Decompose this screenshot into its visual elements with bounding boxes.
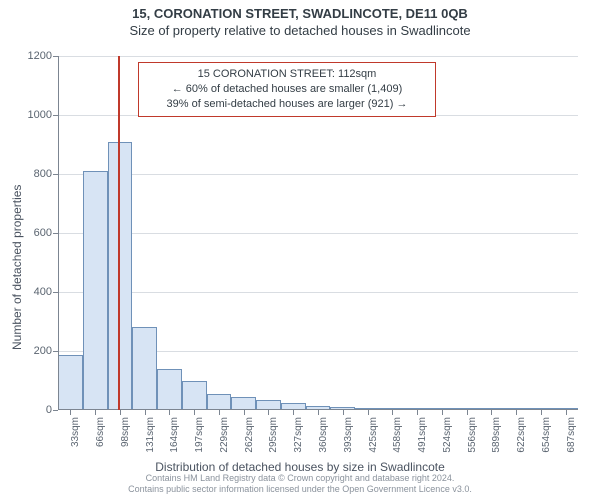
histogram-chart: 02004006008001000120033sqm66sqm98sqm131s… (58, 56, 578, 410)
x-tick (417, 410, 418, 415)
y-axis-line (58, 56, 59, 410)
annotation-line: 15 CORONATION STREET: 112sqm (147, 67, 427, 82)
y-tick-label: 600 (12, 227, 52, 239)
histogram-bar (157, 369, 182, 410)
y-tick-label: 0 (12, 404, 52, 416)
x-tick (169, 410, 170, 415)
page-subtitle: Size of property relative to detached ho… (0, 21, 600, 38)
gridline (58, 56, 578, 57)
footer-line-2: Contains public sector information licen… (0, 484, 600, 496)
x-tick (392, 410, 393, 415)
x-tick (491, 410, 492, 415)
gridline (58, 292, 578, 293)
page-title: 15, CORONATION STREET, SWADLINCOTE, DE11… (0, 0, 600, 21)
annotation-box: 15 CORONATION STREET: 112sqm← 60% of det… (138, 62, 436, 117)
x-tick (318, 410, 319, 415)
histogram-bar (207, 394, 232, 410)
histogram-bar (231, 397, 256, 410)
x-tick (343, 410, 344, 415)
histogram-bar (58, 355, 83, 410)
histogram-bar (182, 381, 207, 411)
x-tick (120, 410, 121, 415)
x-tick (541, 410, 542, 415)
y-tick-label: 1200 (12, 50, 52, 62)
x-tick (566, 410, 567, 415)
histogram-bar (132, 327, 157, 410)
annotation-line: ← 60% of detached houses are smaller (1,… (147, 82, 427, 97)
x-tick (95, 410, 96, 415)
footer-attribution: Contains HM Land Registry data © Crown c… (0, 473, 600, 496)
x-tick (194, 410, 195, 415)
gridline (58, 233, 578, 234)
marker-line (118, 56, 120, 410)
x-tick (219, 410, 220, 415)
y-tick (53, 410, 58, 411)
y-tick-label: 400 (12, 286, 52, 298)
gridline (58, 174, 578, 175)
annotation-line: 39% of semi-detached houses are larger (… (147, 97, 427, 112)
x-tick (516, 410, 517, 415)
x-tick (70, 410, 71, 415)
footer-line-1: Contains HM Land Registry data © Crown c… (0, 473, 600, 485)
y-axis-label: Number of detached properties (10, 185, 24, 350)
x-tick (293, 410, 294, 415)
x-tick (268, 410, 269, 415)
x-axis-line (58, 409, 578, 410)
x-tick (467, 410, 468, 415)
x-tick (442, 410, 443, 415)
x-tick (368, 410, 369, 415)
y-tick-label: 200 (12, 345, 52, 357)
histogram-bar (83, 171, 108, 410)
x-tick (145, 410, 146, 415)
x-tick (244, 410, 245, 415)
y-tick-label: 1000 (12, 109, 52, 121)
y-tick-label: 800 (12, 168, 52, 180)
